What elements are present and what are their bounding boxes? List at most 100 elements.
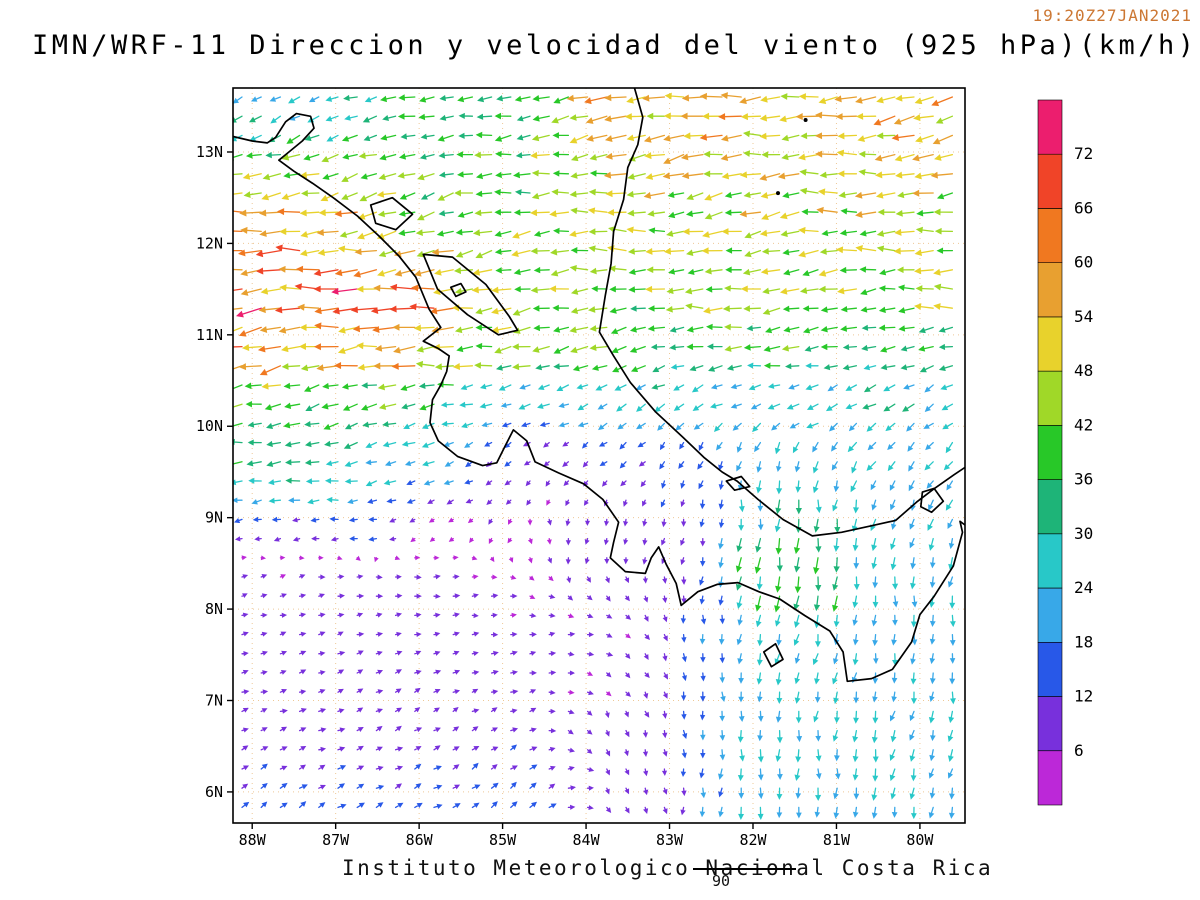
wind-vector <box>586 729 593 735</box>
wind-vector <box>433 574 441 580</box>
wind-vector <box>776 729 783 744</box>
wind-vector <box>279 765 288 771</box>
wind-vector <box>919 365 934 373</box>
wind-vector <box>456 151 474 158</box>
wind-vector <box>356 612 364 618</box>
wind-vector <box>406 479 416 485</box>
wind-vector <box>584 537 590 545</box>
wind-vector <box>861 324 877 331</box>
wind-vector <box>355 555 361 561</box>
wind-vector <box>643 134 666 143</box>
wind-vector <box>661 518 667 528</box>
wind-vector <box>428 517 435 523</box>
wind-vector <box>233 438 243 445</box>
colorbar-tick-label: 66 <box>1074 199 1093 218</box>
wind-vector <box>270 115 282 124</box>
wind-vector <box>597 403 608 410</box>
wind-vector <box>851 461 858 474</box>
wind-vector <box>852 633 859 646</box>
wind-vector <box>375 725 383 732</box>
wind-vector <box>314 322 339 330</box>
wind-vector <box>570 207 589 215</box>
wind-vector <box>662 633 668 642</box>
wind-vector <box>471 688 479 694</box>
wind-vector <box>475 249 493 259</box>
wind-vector <box>394 593 403 599</box>
wind-vector <box>902 403 915 412</box>
wind-vector <box>700 653 706 663</box>
wind-vector <box>558 402 570 409</box>
wind-vector <box>929 691 935 703</box>
wind-vector <box>409 303 435 311</box>
wind-vector <box>386 498 397 504</box>
wind-vector <box>642 518 648 527</box>
wind-vector <box>929 653 936 665</box>
wind-vector <box>494 248 512 255</box>
wind-vector <box>465 461 474 468</box>
wind-vector <box>755 614 762 628</box>
wind-vector <box>909 749 916 762</box>
wind-vector <box>761 151 781 159</box>
wind-vector <box>457 96 474 103</box>
wind-vector <box>598 422 608 431</box>
wind-vector <box>793 595 800 611</box>
wind-vector <box>628 286 646 293</box>
wind-vector <box>642 749 649 757</box>
wind-vector <box>735 557 742 573</box>
wind-vector <box>584 518 591 526</box>
wind-vector <box>907 441 915 452</box>
wind-vector <box>416 211 435 221</box>
wind-vector <box>433 555 440 561</box>
wind-vector <box>928 537 935 551</box>
wind-vector <box>401 440 416 447</box>
wind-vector <box>510 744 518 751</box>
wind-vector <box>818 269 838 277</box>
wind-vector <box>840 208 858 215</box>
wind-vector <box>700 749 706 759</box>
wind-vector <box>702 230 723 238</box>
wind-vector <box>471 593 479 599</box>
wind-vector <box>241 669 249 675</box>
wind-vector <box>389 536 397 542</box>
wind-vector <box>673 403 685 411</box>
lat-tick-label: 12N <box>196 234 223 252</box>
wind-vector <box>900 345 915 352</box>
wind-vector <box>318 727 327 733</box>
wind-vector <box>650 343 666 351</box>
wind-vector <box>589 267 608 275</box>
wind-vector <box>687 268 704 275</box>
wind-vector <box>361 403 378 411</box>
wind-vector <box>630 365 646 373</box>
wind-vector <box>675 422 685 431</box>
wind-vector <box>257 345 282 353</box>
wind-vector <box>779 211 800 220</box>
wind-vector <box>548 746 556 752</box>
wind-vector <box>532 305 550 312</box>
wind-vector <box>330 536 339 542</box>
wind-vector <box>414 783 422 789</box>
wind-vector <box>377 210 397 218</box>
wind-vector <box>356 593 365 599</box>
wind-vector <box>925 441 934 451</box>
wind-vector <box>744 230 762 239</box>
wind-vector <box>471 651 479 657</box>
wind-vector <box>495 171 512 179</box>
wind-vector <box>681 710 687 720</box>
colorbar: 72 66 60 54 48 42 36 30 24 18 12 6 <box>1037 99 1093 806</box>
wind-vector <box>718 806 724 818</box>
wind-vector <box>871 806 878 819</box>
wind-vector <box>337 708 345 714</box>
wind-vector <box>699 557 706 567</box>
wind-vector <box>788 384 800 390</box>
wind-vector <box>637 441 646 448</box>
wind-vector <box>627 248 646 255</box>
wind-vector <box>585 115 608 124</box>
wind-vector <box>356 707 364 713</box>
wind-vector <box>654 403 666 413</box>
wind-vector <box>814 132 838 140</box>
wind-vector <box>334 362 358 370</box>
wind-vector <box>298 669 307 675</box>
wind-vector <box>318 650 326 657</box>
wind-vector <box>460 384 474 390</box>
